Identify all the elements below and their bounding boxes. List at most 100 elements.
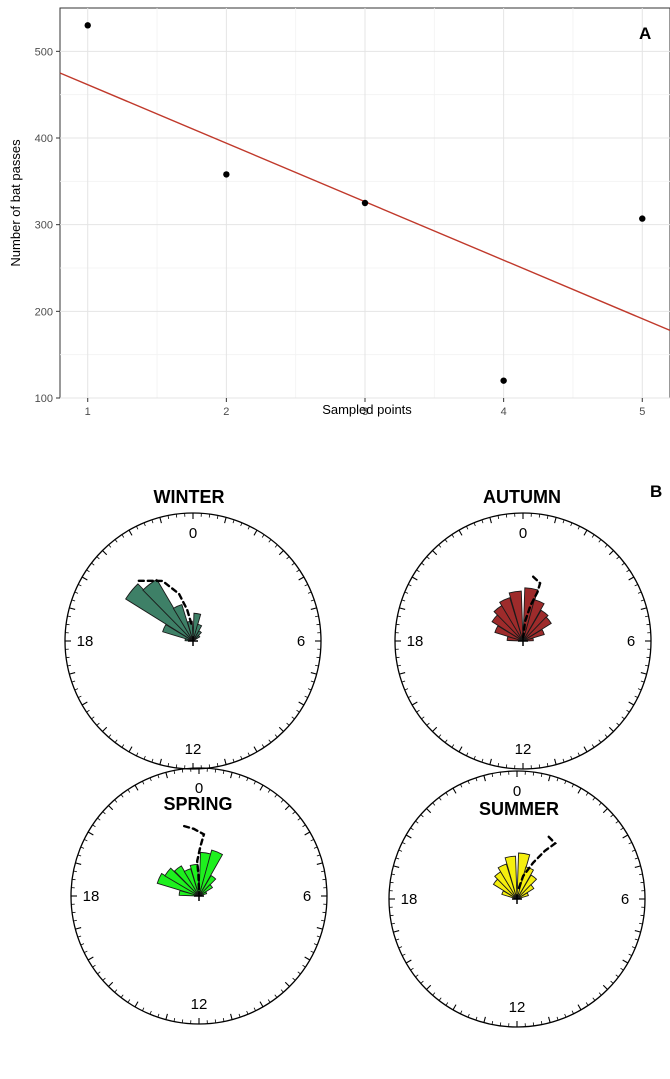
rose-wedge: [198, 883, 214, 897]
rose-tick: [108, 805, 114, 811]
rose-tick: [247, 526, 250, 530]
rose-tick: [546, 515, 549, 519]
rose-wedge: [522, 616, 552, 642]
rose-tick: [475, 777, 478, 782]
rose-tick: [268, 539, 272, 543]
rose-tick: [393, 865, 400, 868]
rose-tick: [75, 927, 82, 930]
rose-tick: [298, 701, 305, 706]
rose-tick: [310, 950, 314, 953]
rose-tick: [604, 734, 608, 738]
rose-tick: [473, 755, 476, 760]
rose-tick: [639, 922, 643, 925]
rose-tick: [81, 576, 88, 581]
rose-tick: [96, 722, 100, 726]
x-tick-label: 4: [501, 406, 507, 418]
rose-tick: [628, 953, 632, 956]
y-tick-label: 200: [35, 306, 53, 318]
rose-tick: [102, 977, 106, 981]
panel-b-letter: B: [650, 482, 662, 501]
rose-tick: [261, 534, 265, 538]
rose-tick: [404, 591, 409, 594]
rose-tick: [602, 984, 608, 990]
rose-wedge: [142, 578, 194, 642]
rose-tick: [393, 930, 400, 933]
rose-tick: [615, 820, 619, 824]
rose-tick: [73, 870, 77, 873]
rose-tick: [554, 517, 557, 524]
hour-label: 12: [509, 999, 526, 1016]
rose-tick: [616, 556, 620, 560]
rose-tick: [167, 763, 170, 767]
season-title: WINTER: [154, 487, 225, 507]
rose-tick: [451, 744, 455, 748]
rose-tick: [598, 739, 602, 743]
rose-tick: [585, 792, 589, 796]
rose-tick: [278, 726, 284, 732]
rose-tick: [304, 831, 311, 836]
rose-tick: [399, 607, 406, 610]
rose-tick: [280, 799, 284, 803]
rose-tick: [108, 734, 112, 738]
rose-tick: [274, 544, 278, 548]
rose-tick: [310, 607, 317, 610]
season-title: AUTUMN: [483, 487, 561, 507]
rose-tick: [92, 964, 96, 968]
rose-wedge: [522, 628, 545, 642]
rose-tick: [222, 1018, 225, 1022]
rose-tick: [411, 701, 418, 706]
rose-tick: [71, 599, 76, 602]
rose-wedge: [508, 590, 524, 642]
rose-tick: [554, 758, 557, 765]
rose-tick: [224, 758, 227, 765]
rose-tick: [634, 930, 641, 933]
rose-tick: [73, 919, 77, 922]
rose-tick: [570, 755, 573, 760]
rose-tick: [640, 607, 647, 610]
rose-tick: [620, 827, 624, 831]
rose-tick: [108, 981, 114, 987]
rose-tick: [315, 615, 319, 618]
rose-tick: [120, 794, 124, 798]
season-title: SPRING: [163, 794, 232, 814]
rose-tick: [395, 857, 400, 860]
rose-tick: [302, 824, 306, 828]
rose-tick: [230, 1013, 233, 1020]
rose-tick: [291, 562, 295, 566]
rose-tick: [489, 517, 492, 524]
rose-tick: [80, 943, 85, 946]
rose-tick: [583, 746, 588, 753]
rose-tick: [315, 664, 319, 667]
rose-tick: [67, 615, 71, 618]
rose-tick: [399, 672, 406, 675]
rose-wedge: [516, 884, 535, 900]
rose-tick: [246, 777, 249, 782]
rose-tick: [216, 515, 219, 519]
rose-autumn: AUTUMN 0 6 12 18: [394, 487, 652, 770]
hour-label: 18: [77, 633, 94, 650]
rose-tick: [91, 562, 95, 566]
rose-tick: [426, 722, 430, 726]
x-tick-label: 3: [362, 406, 368, 418]
rose-wedge: [497, 863, 518, 900]
rose-tick: [291, 716, 295, 720]
rose-tick: [232, 758, 235, 763]
rose-tick: [165, 1013, 168, 1020]
rose-wedge: [183, 868, 200, 897]
rose-dashed-line: [516, 835, 558, 893]
rose-tick: [120, 994, 124, 998]
rose-tick: [497, 763, 500, 767]
rose-dashed-line: [183, 824, 206, 894]
rose-tick: [81, 701, 88, 706]
rose-tick: [247, 752, 250, 756]
rose-tick: [149, 777, 152, 782]
hour-label: 18: [83, 888, 100, 905]
rose-tick: [415, 820, 419, 824]
x-tick-label: 2: [223, 406, 229, 418]
rose-tick: [562, 519, 565, 524]
points-layer: [84, 22, 646, 384]
rose-tick: [577, 526, 580, 530]
rose-tick: [645, 615, 649, 618]
rose-tick: [473, 522, 476, 527]
rose-tick: [421, 716, 425, 720]
